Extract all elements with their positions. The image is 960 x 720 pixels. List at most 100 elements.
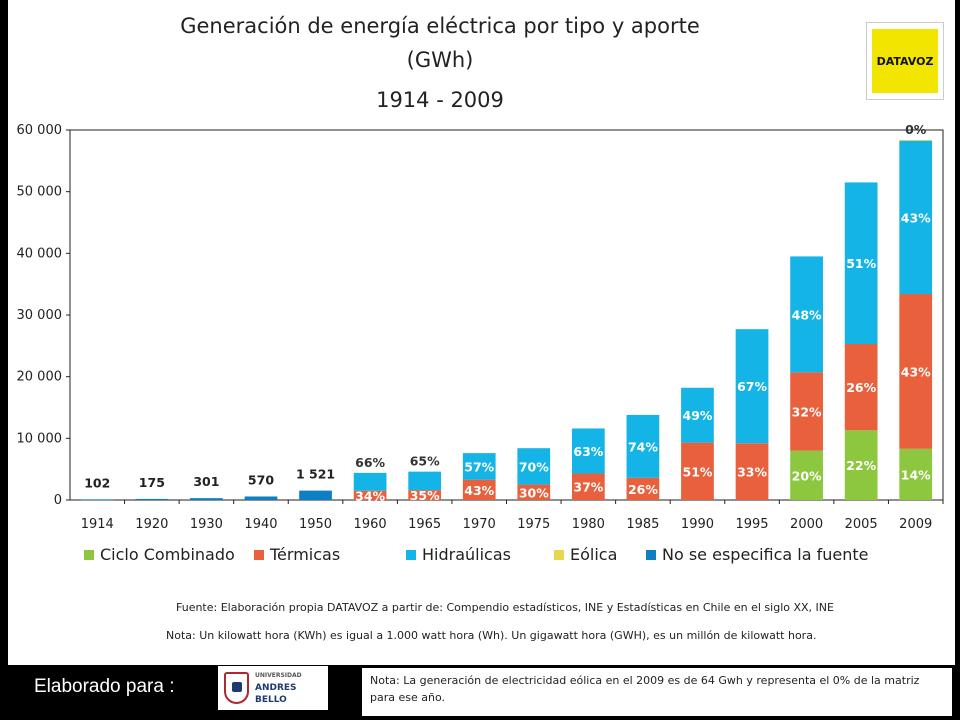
bar-2005-t-rmicas xyxy=(844,343,878,431)
x-tick-label: 2005 xyxy=(845,517,878,532)
x-tick-label: 1920 xyxy=(135,517,168,532)
data-label-1985-hidra-licas: 74% xyxy=(628,439,658,454)
legend-label-e-lica: Eólica xyxy=(570,545,617,564)
x-tick-label: 1940 xyxy=(244,517,277,532)
legend-label-t-rmicas: Térmicas xyxy=(269,545,340,564)
bar-1975-hidra-licas xyxy=(517,448,551,485)
legend-label-hidra-licas: Hidraúlicas xyxy=(422,545,511,564)
data-label-2005-ciclo-combinado: 22% xyxy=(846,458,876,473)
x-tick-label: 1965 xyxy=(408,517,441,532)
data-label-1980-t-rmicas: 37% xyxy=(573,480,603,495)
data-label-2000-hidra-licas: 48% xyxy=(792,307,822,322)
bar-2009-e-lica xyxy=(899,140,933,141)
bar-1920-no-se-especifica-la-fuente xyxy=(135,498,169,500)
bar-1950-no-se-especifica-la-fuente xyxy=(299,490,332,500)
footer-label: Elaborado para : xyxy=(34,676,175,697)
legend-label-ciclo-combinado: Ciclo Combinado xyxy=(100,545,235,564)
data-label-1920-no-se-especifica-la-fuente: 175 xyxy=(139,475,165,490)
data-label-1985-t-rmicas: 26% xyxy=(628,482,658,497)
data-label-1965-hidra-licas: 65% xyxy=(410,454,440,469)
bar-1990-hidra-licas xyxy=(681,387,714,443)
legend-swatch-t-rmicas xyxy=(254,550,264,560)
x-tick-label: 1980 xyxy=(572,517,605,532)
data-label-2009-hidra-licas: 43% xyxy=(901,210,931,225)
bar-1965-hidra-licas xyxy=(408,471,442,491)
data-label-1965-t-rmicas: 35% xyxy=(410,488,440,503)
bar-2009-hidra-licas xyxy=(899,140,933,295)
wind-note: Nota: La generación de electricidad eóli… xyxy=(362,668,952,716)
bar-1980-t-rmicas xyxy=(571,473,605,500)
x-tick-label: 1930 xyxy=(190,517,223,532)
data-label-1960-hidra-licas: 66% xyxy=(355,455,385,470)
source-note: Fuente: Elaboración propia DATAVOZ a par… xyxy=(176,601,834,614)
data-label-1914-no-se-especifica-la-fuente: 102 xyxy=(84,475,110,490)
chart-title-line2: (GWh) xyxy=(406,48,474,72)
data-label-2005-t-rmicas: 26% xyxy=(846,380,876,395)
y-tick-label: 0 xyxy=(54,493,62,508)
chart-title-line1: Generación de energía eléctrica por tipo… xyxy=(180,14,700,38)
bar-1960-hidra-licas xyxy=(353,472,387,491)
bar-1995-hidra-licas xyxy=(735,329,769,444)
bar-1985-hidra-licas xyxy=(626,414,660,478)
data-label-2009-ciclo-combinado: 14% xyxy=(901,467,931,482)
bar-2000-t-rmicas xyxy=(790,372,823,451)
legend-swatch-e-lica xyxy=(554,550,564,560)
bar-1965-t-rmicas xyxy=(408,490,442,500)
bar-1940-no-se-especifica-la-fuente xyxy=(244,496,278,500)
data-label-1995-hidra-licas: 67% xyxy=(737,379,767,394)
bar-1975-t-rmicas xyxy=(517,484,551,500)
data-label-1950-no-se-especifica-la-fuente: 1 521 xyxy=(296,467,335,482)
x-tick-label: 1995 xyxy=(735,517,768,532)
bar-1970-hidra-licas xyxy=(462,453,496,480)
bar-1914-no-se-especifica-la-fuente xyxy=(80,499,114,501)
bar-1980-hidra-licas xyxy=(571,428,605,474)
bar-2000-hidra-licas xyxy=(790,256,823,373)
bar-2005-ciclo-combinado xyxy=(844,430,878,500)
data-label-2009-t-rmicas: 43% xyxy=(901,364,931,379)
datavoz-logo-text: DATAVOZ xyxy=(872,29,938,93)
bar-2005-hidra-licas xyxy=(844,182,878,344)
x-tick-label: 1960 xyxy=(354,517,387,532)
x-tick-label: 2000 xyxy=(790,517,823,532)
y-tick-label: 10 000 xyxy=(17,431,63,446)
unab-logo-line1: UNIVERSIDAD xyxy=(255,672,302,679)
x-tick-label: 1970 xyxy=(463,517,496,532)
bar-1930-no-se-especifica-la-fuente xyxy=(190,498,223,500)
unit-note: Nota: Un kilowatt hora (KWh) es igual a … xyxy=(166,629,817,642)
legend-swatch-no-se-especifica-la-fuente xyxy=(646,550,656,560)
data-label-1970-hidra-licas: 57% xyxy=(464,459,494,474)
bar-2009-ciclo-combinado xyxy=(899,448,933,500)
data-label-2000-ciclo-combinado: 20% xyxy=(792,468,822,483)
data-label-2005-hidra-licas: 51% xyxy=(846,256,876,271)
data-label-1980-hidra-licas: 63% xyxy=(573,444,603,459)
x-tick-label: 1990 xyxy=(681,517,714,532)
datavoz-logo: DATAVOZ xyxy=(866,22,944,100)
bar-1985-t-rmicas xyxy=(626,477,660,500)
data-label-1990-t-rmicas: 51% xyxy=(683,464,713,479)
chart-title-line3: 1914 - 2009 xyxy=(376,88,504,112)
y-tick-label: 60 000 xyxy=(17,123,63,138)
x-tick-label: 1950 xyxy=(299,517,332,532)
data-label-1975-hidra-licas: 70% xyxy=(519,459,549,474)
y-tick-label: 30 000 xyxy=(17,308,63,323)
data-label-1990-hidra-licas: 49% xyxy=(683,408,713,423)
data-label-1960-t-rmicas: 34% xyxy=(355,488,385,503)
data-label-1930-no-se-especifica-la-fuente: 301 xyxy=(193,474,219,489)
data-label-1940-no-se-especifica-la-fuente: 570 xyxy=(248,472,274,487)
x-tick-label: 1914 xyxy=(81,517,114,532)
legend-swatch-hidra-licas xyxy=(406,550,416,560)
unab-crest-icon xyxy=(224,672,249,704)
legend-swatch-ciclo-combinado xyxy=(84,550,94,560)
data-label-1995-t-rmicas: 33% xyxy=(737,465,767,480)
bar-2009-t-rmicas xyxy=(899,294,933,449)
bar-1960-t-rmicas xyxy=(353,490,387,500)
bar-1990-t-rmicas xyxy=(681,442,714,500)
data-label-1970-t-rmicas: 43% xyxy=(464,483,494,498)
unab-logo-line2: ANDRES BELLO xyxy=(255,683,297,705)
y-tick-label: 50 000 xyxy=(17,185,63,200)
y-tick-label: 20 000 xyxy=(17,370,63,385)
data-label-2000-t-rmicas: 32% xyxy=(792,405,822,420)
unab-logo: UNIVERSIDAD ANDRES BELLO xyxy=(218,666,328,710)
x-tick-label: 1975 xyxy=(517,517,550,532)
